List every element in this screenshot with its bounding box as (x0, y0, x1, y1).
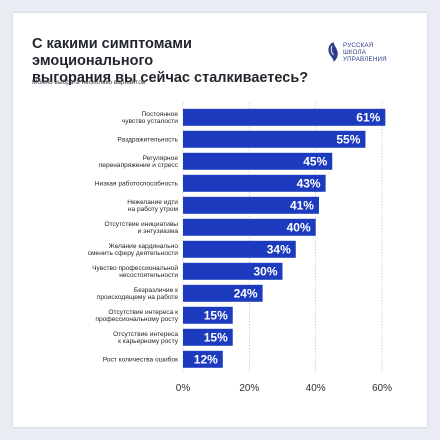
category-label-line: Чувство профессиональной (92, 264, 178, 272)
category-label-line: Регулярное (143, 155, 179, 162)
bar (183, 306, 233, 324)
category-label-line: на работу утром (128, 205, 179, 213)
category-label: Чувство профессиональной несостоятельност… (92, 264, 178, 279)
bar (183, 218, 316, 236)
bar (183, 284, 263, 302)
bar (183, 152, 333, 170)
brand-logo: РУССКАЯ ШКОЛА УПРАВЛЕНИЯ (326, 41, 408, 71)
category-label: Отсутствие интереса к карьерному росту (113, 331, 179, 345)
category-label-line: Низкая работоспособность (95, 180, 179, 188)
category-label-line: Отсутствие инициативы (104, 221, 178, 228)
logo-emblem-icon (328, 42, 338, 62)
value-label: 41% (290, 199, 314, 213)
x-tick-label: 60% (372, 383, 392, 394)
category-labels: Постоянное чувство усталости Раздражительн… (88, 111, 179, 364)
category-label-line: сменить сферу деятельности (88, 250, 179, 257)
value-label: 15% (204, 309, 228, 323)
category-label: Раздражительность (117, 137, 178, 144)
category-label-line: Безразличие к (134, 287, 178, 294)
category-label-line: Раздражительность (117, 137, 178, 144)
category-label: Постоянное чувство усталости (122, 111, 178, 125)
bar (183, 328, 233, 346)
chart-title-line-1: С какими симптомами эмоционального (32, 36, 192, 69)
value-label: 43% (297, 177, 321, 191)
category-label-line: чувство усталости (122, 118, 178, 125)
bar (183, 174, 326, 192)
category-label-line: несостоятельности (119, 272, 178, 279)
category-label: Отсутствие интереса к профессиональному р… (95, 309, 178, 323)
category-label: Низкая работоспособность (95, 180, 179, 188)
value-label: 24% (234, 287, 258, 301)
bar (183, 262, 283, 280)
value-label: 61% (356, 111, 380, 125)
category-label-line: перенапряжение и стресс (99, 162, 179, 169)
category-label-line: Постоянное (141, 111, 178, 118)
x-tick-label: 20% (239, 383, 259, 394)
bar (183, 108, 386, 126)
x-tick-label: 40% (306, 383, 326, 394)
category-label-line: Рост количества ошибок (103, 356, 178, 364)
category-label-line: Отсутствие интереса к (108, 309, 178, 316)
value-label: 45% (303, 155, 327, 169)
category-label-line: происходящему на работе (97, 293, 179, 301)
bar (183, 196, 319, 214)
category-label: Регулярное перенапряжение и стресс (99, 155, 179, 169)
category-label: Безразличие к происходящему на работе (97, 287, 179, 301)
logo-line-2: ШКОЛА (343, 49, 367, 56)
value-labels: 61% 55% 45% 43% 41% 40% 34% 30% 24% 15% 15% 12% (194, 111, 381, 367)
logo-line-1: РУССКАЯ (343, 42, 374, 49)
category-label-line: к карьерному росту (118, 338, 179, 345)
bars (183, 108, 386, 368)
category-label: Желание кардинально сменить сферу деятель… (88, 243, 179, 257)
logo-line-3: УПРАВЛЕНИЯ (343, 56, 387, 63)
category-label: Нежелание идти на работу утром (127, 199, 178, 213)
value-label: 30% (253, 265, 277, 279)
category-label-line: Нежелание идти (127, 199, 178, 206)
chart-title-line-2: выгорания вы сейчас сталкиваетесь? (32, 70, 309, 86)
value-label: 55% (336, 133, 360, 147)
category-label-line: Отсутствие интереса (113, 331, 178, 338)
value-label: 12% (194, 353, 218, 367)
chart-subtitle: Можно выбрать несколько вариантов (32, 79, 146, 86)
value-label: 40% (287, 221, 311, 235)
chart-title: С какими симптомами эмоционального выгор… (32, 36, 312, 87)
category-label-line: профессиональному росту (95, 316, 178, 323)
bar (183, 350, 223, 368)
bar (183, 130, 366, 148)
category-label-line: и энтузиазма (138, 228, 179, 235)
category-label: Рост количества ошибок (103, 356, 178, 364)
category-label-line: Желание кардинально (109, 243, 179, 250)
value-label: 34% (267, 243, 291, 257)
value-label: 15% (204, 331, 228, 345)
x-tick-label: 0% (176, 383, 191, 394)
category-label: Отсутствие инициативы и энтузиазма (104, 221, 178, 235)
x-axis-ticks: 0% 20% 40% 60% (176, 383, 392, 394)
bar (183, 240, 296, 258)
